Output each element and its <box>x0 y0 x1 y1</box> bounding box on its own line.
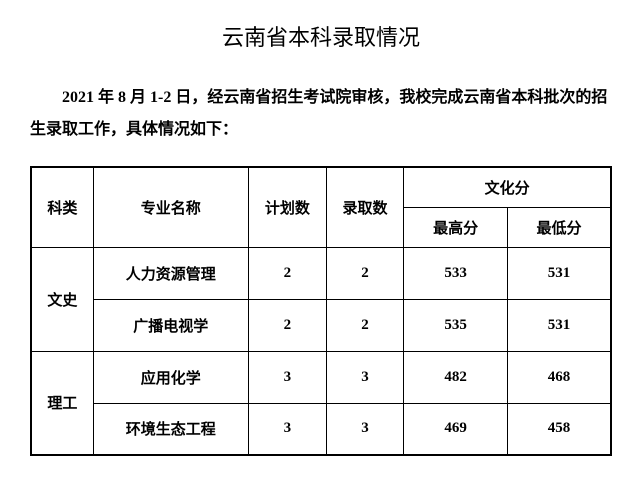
page-title: 云南省本科录取情况 <box>30 20 612 52</box>
admit-cell: 3 <box>326 403 404 455</box>
major-cell: 人力资源管理 <box>93 247 248 299</box>
max-cell: 535 <box>404 299 508 351</box>
max-cell: 469 <box>404 403 508 455</box>
header-admit: 录取数 <box>326 167 404 247</box>
category-cell: 理工 <box>31 351 93 455</box>
header-max-score: 最高分 <box>404 207 508 247</box>
major-cell: 环境生态工程 <box>93 403 248 455</box>
description-text: 2021 年 8 月 1-2 日，经云南省招生考试院审核，我校完成云南省本科批次… <box>30 82 612 146</box>
max-cell: 533 <box>404 247 508 299</box>
header-min-score: 最低分 <box>507 207 611 247</box>
header-category: 科类 <box>31 167 93 247</box>
min-cell: 531 <box>507 299 611 351</box>
plan-cell: 3 <box>248 403 326 455</box>
header-plan: 计划数 <box>248 167 326 247</box>
admission-table: 科类 专业名称 计划数 录取数 文化分 最高分 最低分 文史 人力资源管理 2 … <box>30 166 612 456</box>
category-cell: 文史 <box>31 247 93 351</box>
plan-cell: 2 <box>248 299 326 351</box>
plan-cell: 2 <box>248 247 326 299</box>
header-major: 专业名称 <box>93 167 248 247</box>
min-cell: 458 <box>507 403 611 455</box>
min-cell: 468 <box>507 351 611 403</box>
header-culture-score: 文化分 <box>404 167 611 207</box>
admit-cell: 2 <box>326 299 404 351</box>
major-cell: 广播电视学 <box>93 299 248 351</box>
admit-cell: 3 <box>326 351 404 403</box>
admit-cell: 2 <box>326 247 404 299</box>
min-cell: 531 <box>507 247 611 299</box>
plan-cell: 3 <box>248 351 326 403</box>
max-cell: 482 <box>404 351 508 403</box>
major-cell: 应用化学 <box>93 351 248 403</box>
